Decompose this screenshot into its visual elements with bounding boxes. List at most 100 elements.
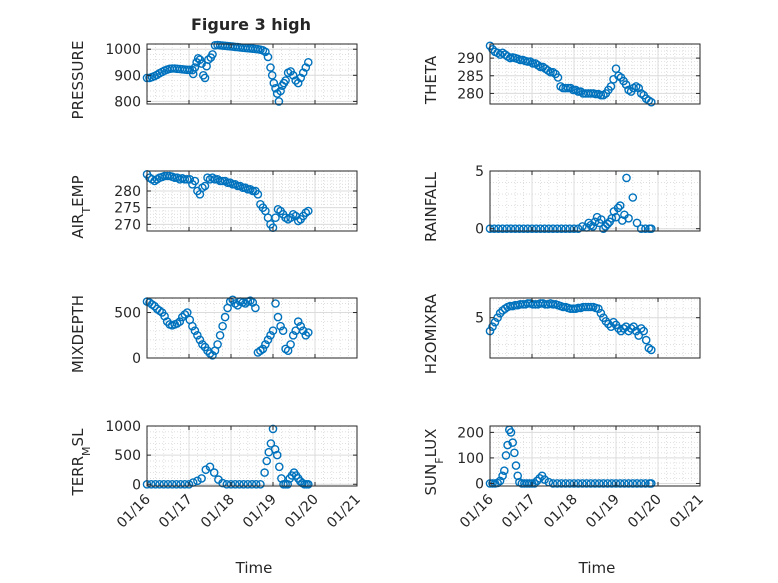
y-tick-label: 800 xyxy=(114,94,141,110)
data-series xyxy=(142,424,313,489)
data-point xyxy=(586,302,596,312)
data-series xyxy=(142,295,313,360)
data-point xyxy=(176,479,185,489)
data-point xyxy=(594,479,604,488)
data-point xyxy=(494,224,503,233)
data-point xyxy=(611,64,621,73)
data-point xyxy=(235,479,244,489)
data-point xyxy=(182,174,192,184)
grid xyxy=(489,298,701,358)
subplot-pressure: 800 900 1000 PRESSURE xyxy=(69,40,358,119)
data-point xyxy=(609,317,618,327)
data-point xyxy=(578,222,587,231)
data-point xyxy=(615,479,625,488)
data-point xyxy=(531,224,541,233)
x-tick-label: 01/20 xyxy=(282,492,322,532)
data-point xyxy=(203,55,213,65)
data-point xyxy=(647,97,656,107)
data-point xyxy=(569,224,579,233)
data-point xyxy=(303,479,313,489)
x-tick-label: 01/21 xyxy=(667,492,707,532)
axes-box xyxy=(146,170,358,232)
data-point xyxy=(163,479,173,489)
data-point xyxy=(180,174,190,184)
plot-background xyxy=(490,171,700,231)
y-axis-label: RAINFALL xyxy=(422,171,440,242)
data-point xyxy=(573,224,583,233)
data-point xyxy=(303,328,313,337)
data-point xyxy=(636,224,646,233)
data-point xyxy=(641,335,651,345)
data-point xyxy=(488,322,497,332)
data-point xyxy=(190,326,200,336)
data-point xyxy=(639,326,649,336)
data-point xyxy=(621,80,631,89)
data-point xyxy=(286,340,295,349)
data-point xyxy=(553,73,563,82)
data-point xyxy=(588,222,598,231)
data-point xyxy=(578,479,587,488)
data-point xyxy=(511,461,521,470)
y-tick-label: 280 xyxy=(457,86,484,102)
data-point xyxy=(614,324,623,333)
data-point xyxy=(495,476,505,486)
data-point xyxy=(185,174,195,184)
axes-box xyxy=(489,297,701,359)
data-point xyxy=(213,340,222,349)
data-point xyxy=(278,326,288,336)
data-series xyxy=(485,41,656,107)
data-point xyxy=(172,479,181,489)
data-point xyxy=(599,224,608,233)
data-point xyxy=(606,82,616,91)
data-series xyxy=(142,40,313,106)
data-point xyxy=(632,218,642,228)
y-tick-label: 500 xyxy=(114,448,141,464)
data-point xyxy=(647,224,656,233)
data-point xyxy=(263,52,273,62)
data-point xyxy=(303,206,313,216)
y-axis-label: H2OMIXRA xyxy=(422,293,440,374)
y-tick-label: 0 xyxy=(132,351,141,367)
data-point xyxy=(195,55,205,65)
data-point xyxy=(243,479,253,489)
axes-box xyxy=(146,43,358,105)
data-point xyxy=(271,213,280,222)
subplot-rainfall: 0 5 RAINFALL xyxy=(422,164,701,242)
data-point xyxy=(628,479,638,488)
y-axis-label: THETA xyxy=(422,55,440,105)
data-point xyxy=(603,479,612,488)
y-axis-label: SUNFLUX xyxy=(422,429,446,496)
data-point xyxy=(525,479,534,488)
data-point xyxy=(628,193,638,202)
x-tick-label: 01/17 xyxy=(499,492,539,532)
data-point xyxy=(632,479,642,488)
data-point xyxy=(499,466,509,476)
data-point xyxy=(273,312,283,322)
x-tick-label: 01/17 xyxy=(156,492,196,532)
data-point xyxy=(267,71,277,80)
data-point xyxy=(622,173,631,183)
data-point xyxy=(594,304,603,314)
data-point xyxy=(540,224,549,233)
data-point xyxy=(256,479,265,489)
y-tick-label: 500 xyxy=(114,306,141,322)
y-axis-label: TERRMSL xyxy=(69,428,93,497)
data-point xyxy=(258,344,268,354)
data-point xyxy=(266,63,275,72)
data-point xyxy=(565,479,575,488)
axes-box xyxy=(146,425,358,487)
data-point xyxy=(519,224,528,233)
data-point xyxy=(188,65,197,75)
data-point xyxy=(288,71,298,80)
data-point xyxy=(291,76,301,85)
data-point xyxy=(182,65,192,75)
data-point xyxy=(599,479,608,488)
data-point xyxy=(151,479,160,489)
data-point xyxy=(222,479,232,489)
data-point xyxy=(506,428,516,437)
y-tick-label: 285 xyxy=(457,69,484,85)
data-point xyxy=(636,479,646,488)
data-point xyxy=(266,330,275,340)
